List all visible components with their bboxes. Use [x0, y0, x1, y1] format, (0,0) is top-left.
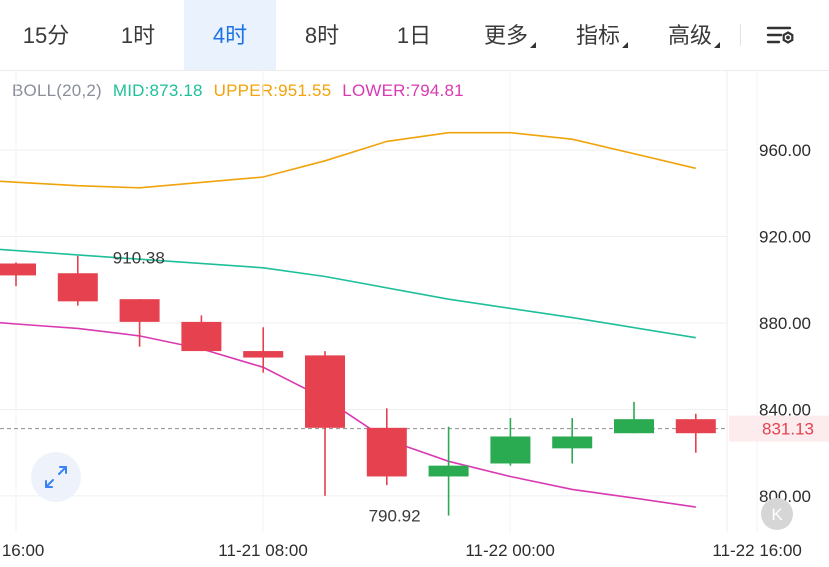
- candle-body: [490, 436, 531, 464]
- expand-icon: [45, 466, 67, 488]
- candle-body: [119, 299, 160, 322]
- current-price-label: 831.13: [762, 420, 814, 439]
- back-glyph: K: [771, 505, 783, 524]
- boll-indicator-legend: BOLL(20,2) MID:873.18 UPPER:951.55 LOWER…: [12, 81, 470, 101]
- chart-settings-button[interactable]: [760, 18, 800, 54]
- boll-name: BOLL(20,2): [12, 81, 102, 100]
- candle-body: [552, 436, 593, 449]
- x-tick-label: 11-21 08:00: [218, 541, 307, 560]
- jump-to-latest-button[interactable]: K: [761, 498, 793, 530]
- candle-body: [366, 427, 407, 477]
- tab-indicators[interactable]: 指标: [552, 0, 644, 70]
- y-tick-label: 880.00: [759, 314, 811, 333]
- tab-more[interactable]: 更多: [460, 0, 552, 70]
- y-tick-label: 960.00: [759, 141, 811, 160]
- tab-advanced[interactable]: 高级: [644, 0, 736, 70]
- boll-mid-line: [0, 248, 696, 339]
- candle-body: [243, 351, 284, 358]
- boll-lower-line: [0, 321, 696, 508]
- boll-mid-value: MID:873.18: [112, 81, 203, 100]
- boll-lower-value: LOWER:794.81: [342, 81, 464, 100]
- candle-body: [675, 419, 716, 434]
- tab-8h[interactable]: 8时: [276, 0, 368, 70]
- current-price-tag: [729, 415, 829, 442]
- dropdown-caret-icon: [622, 42, 628, 48]
- tab-1h-label: 1时: [120, 23, 156, 48]
- jump-to-latest-icon: K: [771, 505, 783, 524]
- tab-4h[interactable]: 4时: [184, 0, 276, 70]
- boll-upper-value: UPPER:951.55: [213, 81, 332, 100]
- candle-body: [614, 419, 654, 434]
- period-tabbar: 15分 1时 4时 8时 1日 更多 指标 高级: [0, 0, 829, 71]
- x-tick-label: 11-22 16:00: [712, 541, 801, 560]
- tab-divider: [740, 24, 741, 46]
- low-price-annotation: 790.92: [369, 507, 421, 526]
- chart-settings-icon: [766, 26, 794, 44]
- dropdown-caret-icon: [530, 42, 536, 48]
- x-tick-label: 11-22 00:00: [465, 541, 554, 560]
- high-price-annotation: 910.38: [113, 248, 165, 267]
- x-tick-label: 0 16:00: [0, 541, 44, 560]
- tab-4h-label: 4时: [212, 23, 248, 48]
- y-tick-label: 920.00: [759, 227, 811, 246]
- tab-1d-label: 1日: [396, 23, 432, 48]
- candle-body: [57, 273, 98, 302]
- boll-upper-line: [0, 131, 696, 189]
- tab-advanced-label: 高级: [667, 23, 712, 48]
- candle-body: [305, 355, 345, 428]
- tab-1h[interactable]: 1时: [92, 0, 184, 70]
- tab-15min[interactable]: 15分: [0, 0, 92, 70]
- tab-8h-label: 8时: [304, 23, 340, 48]
- candle-body: [428, 465, 469, 477]
- candle-body: [0, 263, 36, 276]
- y-tick-label: 840.00: [759, 400, 811, 419]
- tab-more-label: 更多: [483, 23, 528, 48]
- candle-body: [181, 321, 222, 352]
- expand-chart-button[interactable]: [31, 452, 81, 502]
- dropdown-caret-icon: [714, 42, 720, 48]
- tab-indicators-label: 指标: [575, 23, 620, 48]
- tab-1d[interactable]: 1日: [368, 0, 460, 70]
- tab-15min-label: 15分: [22, 23, 70, 48]
